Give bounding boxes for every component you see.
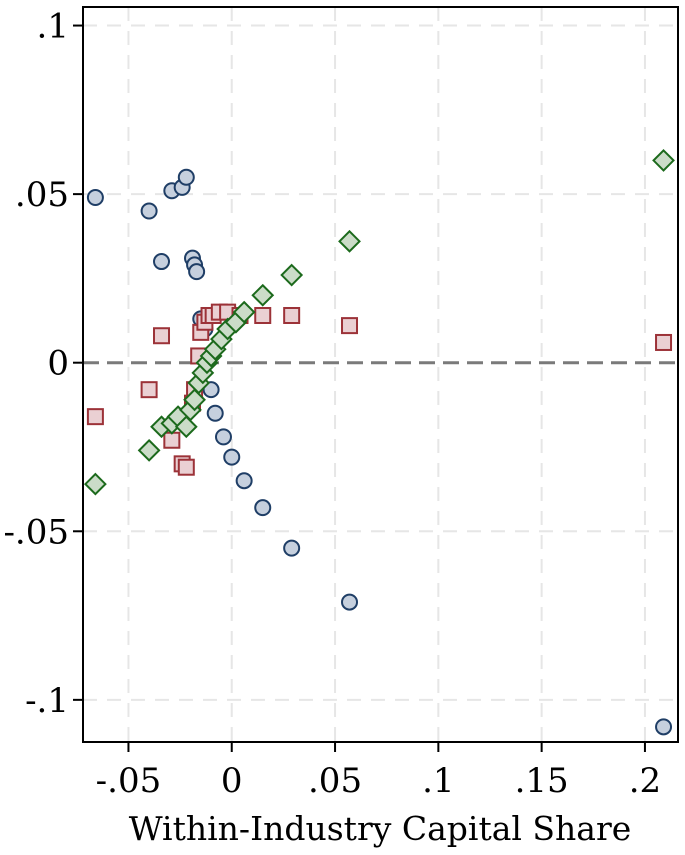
x-tick-label: .15: [515, 761, 569, 801]
circle-point: [153, 253, 171, 271]
diamond-point: [83, 472, 107, 496]
y-tick-label: -.1: [25, 681, 69, 721]
diamond-point: [280, 263, 304, 287]
square-point: [163, 431, 181, 449]
y-tick-label: 0: [47, 344, 69, 384]
square-point: [283, 306, 301, 324]
x-tick-label: .2: [629, 761, 661, 801]
x-tick-label: .1: [422, 761, 454, 801]
square-point: [655, 333, 673, 351]
diamond-point: [174, 415, 198, 439]
circle-point: [655, 718, 673, 736]
circle-point: [206, 404, 224, 422]
circle-point: [214, 428, 232, 446]
circle-point: [223, 448, 241, 466]
y-tick-label: .1: [37, 7, 69, 47]
circle-point: [254, 499, 272, 517]
y-axis-ticks: .1 .05 0 -.05 -.1: [3, 7, 83, 721]
x-axis-title: Within-Industry Capital Share: [129, 809, 632, 848]
x-tick-label: 0: [221, 761, 243, 801]
diamond-point: [183, 388, 206, 412]
square-point: [86, 408, 104, 426]
diamond-point: [652, 148, 675, 172]
y-tick-label: -.05: [3, 512, 69, 552]
circle-point: [177, 168, 195, 186]
diamond-point: [251, 283, 275, 307]
square-point: [341, 317, 359, 335]
circle-point: [188, 263, 206, 281]
square-point: [254, 306, 272, 324]
series-diamonds: [83, 148, 675, 496]
circle-point: [283, 539, 301, 557]
square-point: [140, 381, 158, 399]
diamond-point: [137, 438, 161, 462]
gridlines: [83, 7, 678, 742]
circle-point: [86, 188, 104, 206]
plot-background: [83, 7, 678, 742]
circle-point: [140, 202, 158, 220]
square-point: [177, 458, 195, 476]
square-point: [153, 327, 171, 345]
x-tick-label: -.05: [96, 761, 162, 801]
circle-point: [235, 472, 253, 490]
y-tick-label: .05: [15, 175, 69, 215]
diamond-point: [338, 229, 361, 253]
x-axis-ticks: -.05 0 .05 .1 .15 .2: [96, 742, 661, 801]
diamond-point: [232, 300, 256, 324]
circle-point: [202, 381, 220, 399]
data-points: [83, 148, 675, 736]
circle-point: [341, 593, 359, 611]
x-tick-label: .05: [308, 761, 362, 801]
plot-frame: [82, 6, 679, 743]
